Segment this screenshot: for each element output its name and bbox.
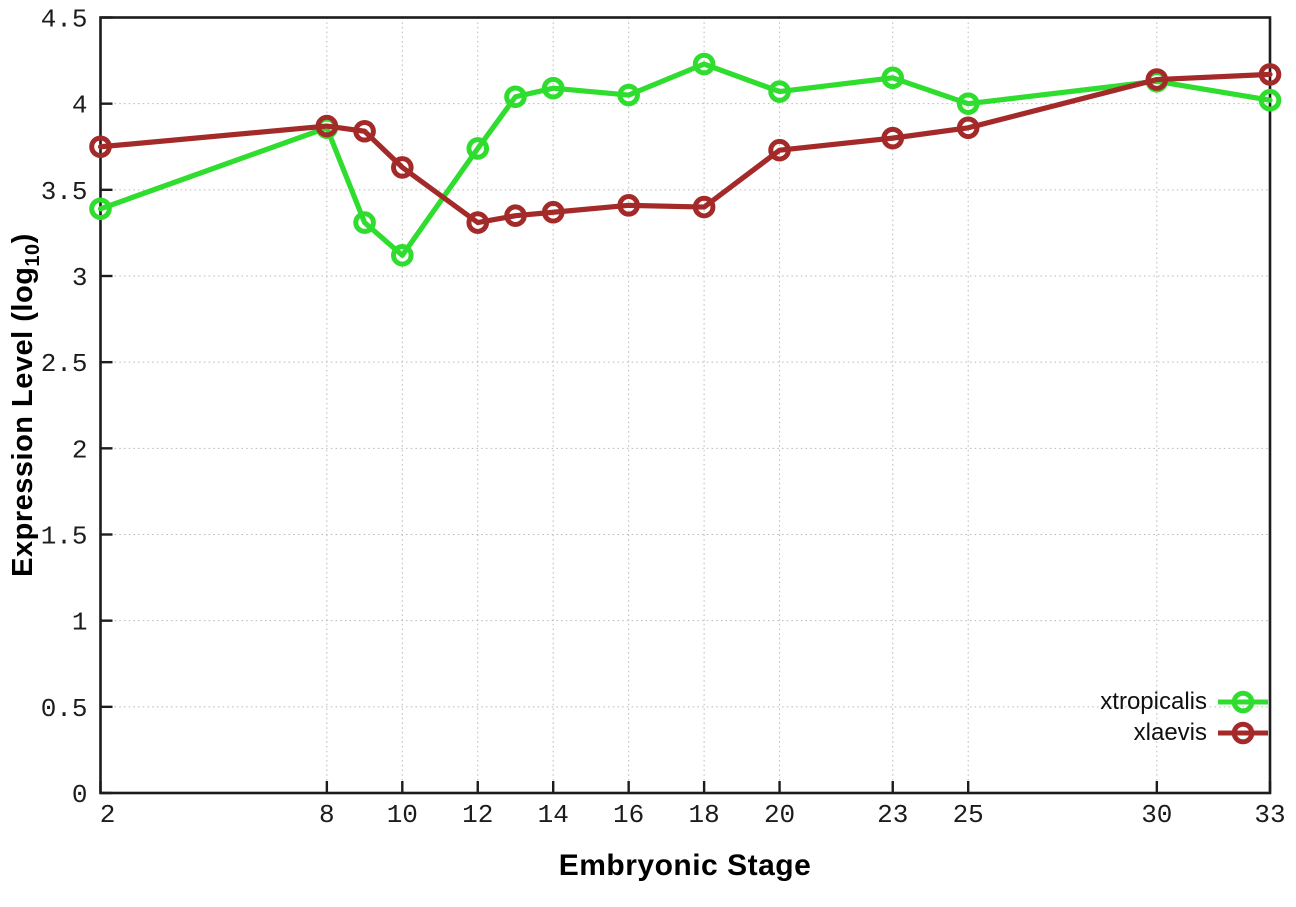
y-axis-title-subscript: 10 <box>22 243 44 267</box>
y-tick-label: 1.5 <box>41 522 88 552</box>
x-tick-label: 8 <box>319 800 335 830</box>
y-axis-title: Expression Level (log10) <box>7 233 45 577</box>
data-point-xlaevis <box>692 195 716 219</box>
y-tick-label: 0 <box>72 780 88 810</box>
data-point-xlaevis <box>617 194 640 217</box>
data-point-xlaevis <box>89 135 112 159</box>
data-point-xtropicalis <box>391 244 414 267</box>
legend-row-xtropicalis: xtropicalis <box>1100 686 1269 717</box>
data-point-xtropicalis <box>692 52 716 76</box>
data-point-xlaevis <box>315 114 339 138</box>
y-axis-title-close: ) <box>7 233 39 244</box>
y-tick-label: 0.5 <box>41 694 88 724</box>
data-point-xtropicalis <box>89 197 112 221</box>
data-point-xlaevis <box>768 138 791 162</box>
y-tick-label: 4 <box>72 91 88 121</box>
y-tick-label: 4.5 <box>41 5 88 35</box>
data-point-xlaevis <box>466 211 490 234</box>
x-tick-label: 33 <box>1254 800 1285 830</box>
y-axis-title-main: Expression Level (log <box>7 266 39 577</box>
data-point-xtropicalis <box>956 92 980 115</box>
y-tick-label: 3 <box>72 263 88 293</box>
data-point-xlaevis <box>956 116 980 140</box>
data-point-xlaevis <box>881 126 905 150</box>
y-tick-label: 3.5 <box>41 177 88 207</box>
data-point-xtropicalis <box>353 211 376 234</box>
x-tick-label: 20 <box>764 800 795 830</box>
data-point-xlaevis <box>504 204 527 227</box>
y-tick-label: 2.5 <box>41 349 88 379</box>
x-tick-label: 30 <box>1141 800 1172 830</box>
x-tick-label: 16 <box>613 800 644 830</box>
legend: xtropicalis xlaevis <box>1100 686 1269 748</box>
x-tick-label: 12 <box>462 800 493 830</box>
data-point-xlaevis <box>353 119 376 143</box>
x-tick-label: 23 <box>877 800 908 830</box>
x-tick-label: 25 <box>953 800 984 830</box>
y-tick-label: 2 <box>72 435 88 465</box>
legend-marker-xtropicalis <box>1218 690 1268 713</box>
data-point-xtropicalis <box>541 76 565 100</box>
data-point-xtropicalis <box>466 137 490 160</box>
y-tick-label: 1 <box>72 608 88 638</box>
legend-label-xtropicalis: xtropicalis <box>1100 687 1207 715</box>
series-line-xtropicalis <box>97 61 1273 258</box>
data-point-xlaevis <box>1145 68 1169 91</box>
data-point-xlaevis <box>1258 63 1282 86</box>
data-point-xlaevis <box>391 156 414 179</box>
data-point-xtropicalis <box>768 80 791 103</box>
x-tick-label: 2 <box>100 800 116 830</box>
legend-row-xlaevis: xlaevis <box>1100 717 1269 748</box>
legend-label-xlaevis: xlaevis <box>1133 718 1207 746</box>
x-tick-label: 18 <box>689 800 720 830</box>
data-point-xtropicalis <box>1258 88 1282 112</box>
plot-border <box>99 16 1272 795</box>
data-point-xlaevis <box>541 200 565 224</box>
x-tick-label: 10 <box>387 800 418 830</box>
data-point-xtropicalis <box>504 85 527 109</box>
x-tick-label: 14 <box>538 800 569 830</box>
x-axis-title: Embryonic Stage <box>558 849 812 882</box>
data-point-xtropicalis <box>881 66 905 90</box>
data-point-xtropicalis <box>617 83 640 107</box>
legend-marker-xlaevis <box>1218 721 1268 744</box>
